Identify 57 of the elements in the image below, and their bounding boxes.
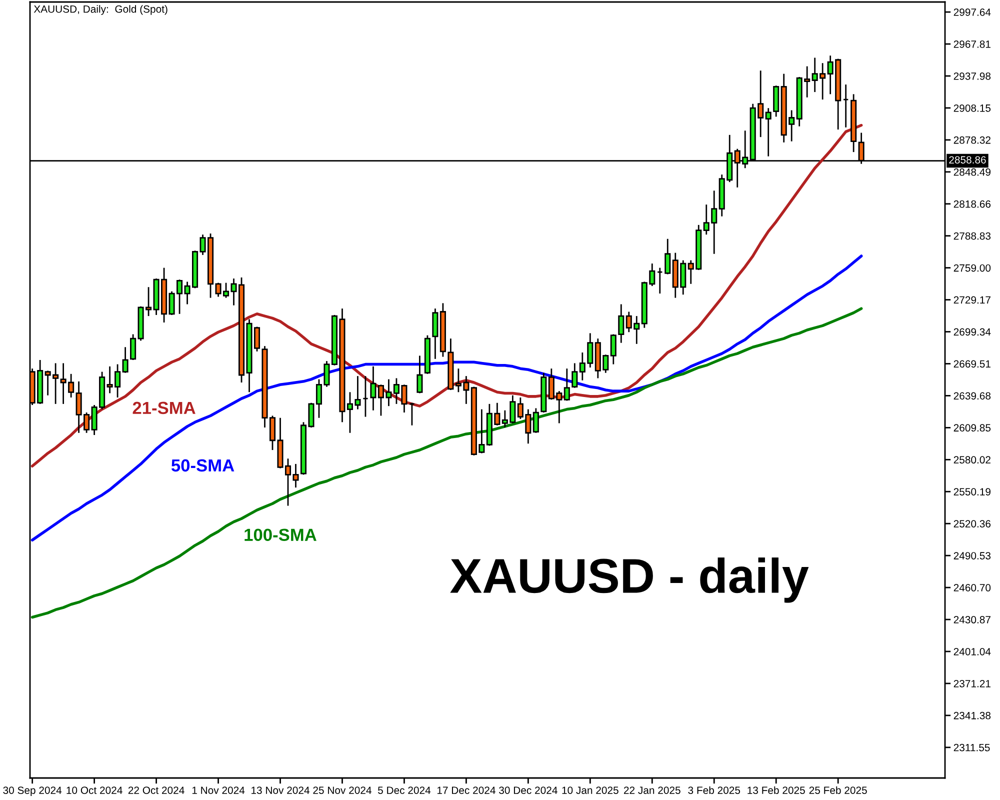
x-tick-label: 30 Sep 2024 [3,786,62,796]
candlestick [432,308,438,360]
x-tick-label: 5 Dec 2024 [378,786,431,794]
x-tick-label: 22 Jan 2025 [624,786,680,794]
y-tick-label: 2699.34 [954,328,991,336]
candlestick [664,238,671,275]
y-tick-label: 2967.81 [954,40,990,48]
y-tick-label: 2729.17 [954,296,990,304]
x-tick-label: 13 Feb 2025 [748,786,805,794]
y-tick-label: 2520.36 [954,520,991,528]
y-tick-label: 2937.98 [954,72,991,80]
candlestick [130,334,136,361]
line-series [30,254,863,542]
y-tick-label: 2759.00 [954,264,991,272]
candlestick [370,366,376,412]
x-tick-label: 30 Dec 2024 [499,786,558,794]
candlestick [532,408,539,434]
series-label: 21-SMA [132,402,196,414]
series-label: 50-SMA [171,459,234,472]
y-tick-label: 2848.49 [954,168,990,176]
y-tick-label: 2878.32 [954,136,990,144]
y-tick-label: 2908.15 [954,104,991,112]
x-tick-label: 13 Nov 2024 [252,786,310,794]
chart-title: XAUUSD, Daily: Gold (Spot) [34,5,168,15]
y-tick-label: 2609.85 [954,424,991,432]
x-tick-label: 17 Dec 2024 [437,786,496,794]
x-tick-label: 3 Feb 2025 [688,786,740,794]
y-tick-label: 2639.68 [954,392,991,400]
x-tick-label: 25 Feb 2025 [809,786,867,794]
candlestick [408,402,415,426]
ref-line-label: 2858.86 [949,156,986,164]
candlestick [416,355,423,394]
candlestick [122,346,128,374]
x-tick-label: 25 Nov 2024 [313,786,372,794]
y-tick-label: 2490.53 [954,552,991,560]
y-tick-label: 2401.04 [954,648,991,656]
y-tick-label: 2818.66 [954,200,991,208]
y-tick-label: 2788.83 [954,232,991,240]
y-tick-label: 2580.02 [954,456,990,464]
y-tick-label: 2430.87 [954,616,990,624]
y-tick-label: 2997.64 [954,8,991,16]
series-label: 100-SMA [244,528,316,541]
y-tick-label: 2669.51 [954,360,990,368]
candlestick [656,267,663,294]
candlestick [842,84,849,128]
y-tick-label: 2311.55 [954,744,990,752]
x-tick-label: 1 Nov 2024 [192,786,245,794]
annotation: XAUUSD - daily [450,557,809,603]
y-tick-label: 2550.19 [954,488,990,496]
y-tick-label: 2341.38 [954,712,991,720]
x-tick-label: 10 Jan 2025 [562,786,618,794]
x-tick-label: 10 Oct 2024 [66,786,122,794]
x-tick-label: 22 Oct 2024 [128,786,184,794]
y-tick-label: 2371.21 [954,680,990,688]
candlestick [362,375,368,418]
line-series [30,307,863,619]
y-tick-label: 2460.70 [954,584,991,592]
